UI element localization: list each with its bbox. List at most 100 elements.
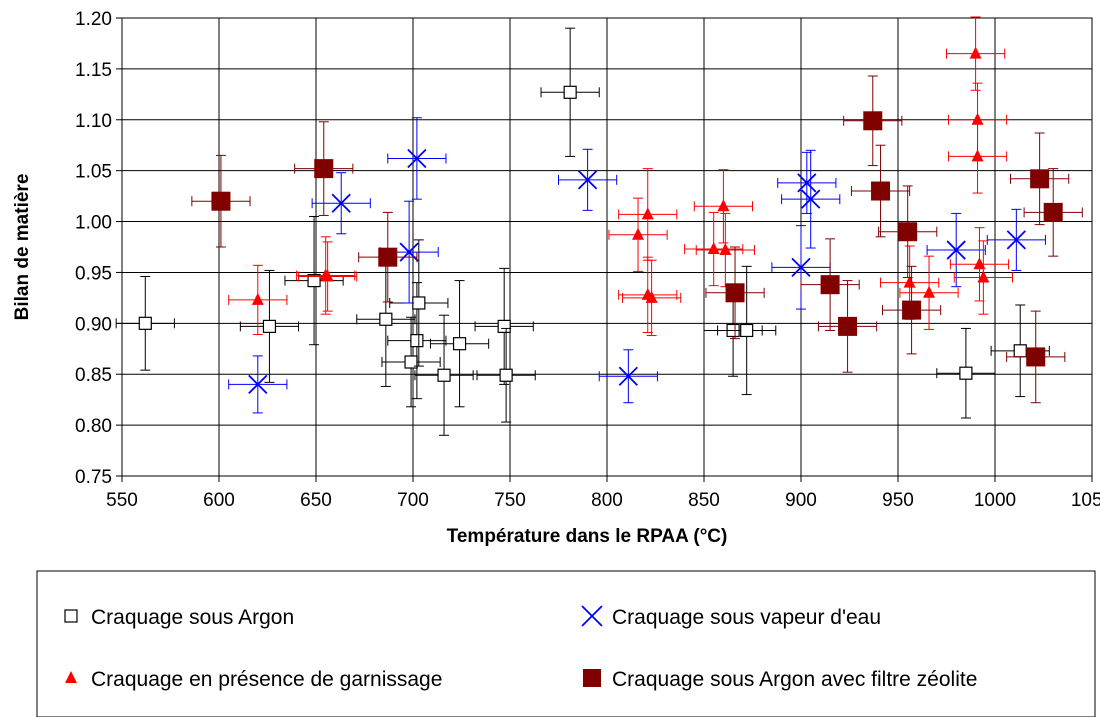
grid [121, 17, 1093, 477]
point-marker [577, 170, 598, 190]
point-marker [946, 240, 966, 260]
y-tick-label: 0.75 [75, 467, 112, 488]
x-tick-label: 750 [494, 490, 526, 511]
y-axis-ticks: 0.75 0.80 0.85 0.90 0.95 1.00 1.05 1.10 1.15 1.20 [75, 9, 122, 488]
point-marker [973, 257, 986, 270]
point-marker [248, 374, 268, 395]
y-axis-title: Bilan de matière [12, 174, 33, 321]
data-point [684, 211, 744, 287]
legend-marker [581, 605, 603, 627]
point-marker [645, 290, 658, 303]
data-point [476, 327, 536, 423]
point-marker [378, 247, 398, 267]
legend-label: Craquage sous Argon avec filtre zéolite [612, 668, 977, 691]
data-point [558, 148, 618, 211]
legend-marker [64, 609, 78, 623]
point-marker [563, 85, 577, 99]
legend-marker [583, 669, 601, 687]
x-tick-label: 850 [688, 490, 720, 511]
point-marker [971, 112, 984, 125]
data-point [953, 240, 1013, 315]
y-tick-label: 1.00 [75, 213, 112, 234]
point-marker [977, 270, 990, 283]
data-point [899, 255, 959, 330]
data-point [298, 241, 358, 312]
data-point [228, 264, 288, 336]
data-point [936, 327, 996, 419]
series-4 [191, 75, 1083, 404]
legend-box [36, 570, 1096, 717]
x-axis-ticks: 550 600 650 700 750 800 850 900 950 1000 1050 [106, 476, 1100, 511]
legend-item-1: Craquage sous Argon [64, 606, 294, 629]
y-tick-label: 0.90 [75, 314, 112, 335]
point-marker [707, 242, 720, 255]
data-point [540, 27, 600, 157]
data-point [1023, 168, 1083, 257]
x-tick-label: 800 [591, 490, 623, 511]
data-point [387, 117, 447, 200]
point-marker [725, 283, 745, 303]
data-point [239, 269, 300, 383]
data-point [990, 304, 1050, 398]
point-marker [399, 242, 419, 262]
data-point [429, 280, 490, 408]
data-point [926, 212, 986, 288]
data-point [946, 16, 1006, 91]
data-point [881, 265, 942, 355]
point-marker [407, 148, 427, 169]
x-tick-label: 550 [106, 490, 138, 511]
legend-item-3: Craquage en présence de garnissage [65, 668, 442, 691]
legend-label: Craquage sous Argon [91, 606, 294, 629]
data-point [228, 355, 288, 414]
data-points [115, 16, 1083, 436]
data-point [387, 282, 447, 400]
y-tick-label: 0.95 [75, 263, 112, 284]
point-marker [902, 300, 922, 320]
data-point [695, 212, 755, 288]
x-axis-title: Température dans le RPAA (°C) [447, 526, 728, 547]
data-point [800, 238, 860, 331]
data-point [115, 276, 175, 371]
data-point [817, 280, 878, 373]
data-point [717, 265, 777, 396]
point-marker [262, 319, 277, 333]
point-marker [923, 285, 936, 298]
y-tick-label: 0.85 [75, 365, 112, 386]
point-marker [959, 366, 973, 380]
point-marker [719, 243, 732, 256]
point-marker [251, 292, 264, 305]
point-marker [314, 159, 334, 179]
x-tick-label: 700 [397, 490, 429, 511]
data-point [358, 211, 418, 303]
legend: Craquage sous Argon Craquage sous vapeur … [36, 570, 1096, 717]
point-marker [497, 319, 511, 333]
data-point [949, 227, 1010, 302]
data-point [850, 144, 911, 238]
data-point [414, 314, 474, 436]
point-marker [969, 46, 982, 59]
x-tick-label: 600 [203, 490, 235, 511]
point-marker [211, 191, 231, 211]
y-tick-label: 1.05 [75, 162, 112, 183]
point-marker [641, 207, 654, 220]
data-point [311, 172, 371, 235]
y-tick-label: 1.10 [75, 111, 112, 132]
data-point [622, 259, 682, 337]
data-point [618, 168, 678, 261]
data-point [381, 316, 441, 408]
point-marker [632, 227, 645, 240]
series-3 [228, 16, 1013, 337]
x-tick-label: 950 [882, 490, 914, 511]
data-point [1006, 310, 1066, 404]
data-point [294, 121, 354, 216]
data-point [618, 256, 678, 333]
point-marker [971, 149, 984, 162]
legend-items: Craquage sous Argon Craquage sous vapeur … [64, 605, 977, 691]
data-point [474, 267, 534, 385]
data-point [389, 239, 449, 367]
x-tick-label: 650 [300, 490, 332, 511]
y-tick-label: 1.20 [75, 9, 112, 30]
point-marker [321, 269, 334, 282]
legend-marker [65, 671, 77, 683]
legend-item-2: Craquage sous vapeur d'eau [581, 605, 881, 629]
